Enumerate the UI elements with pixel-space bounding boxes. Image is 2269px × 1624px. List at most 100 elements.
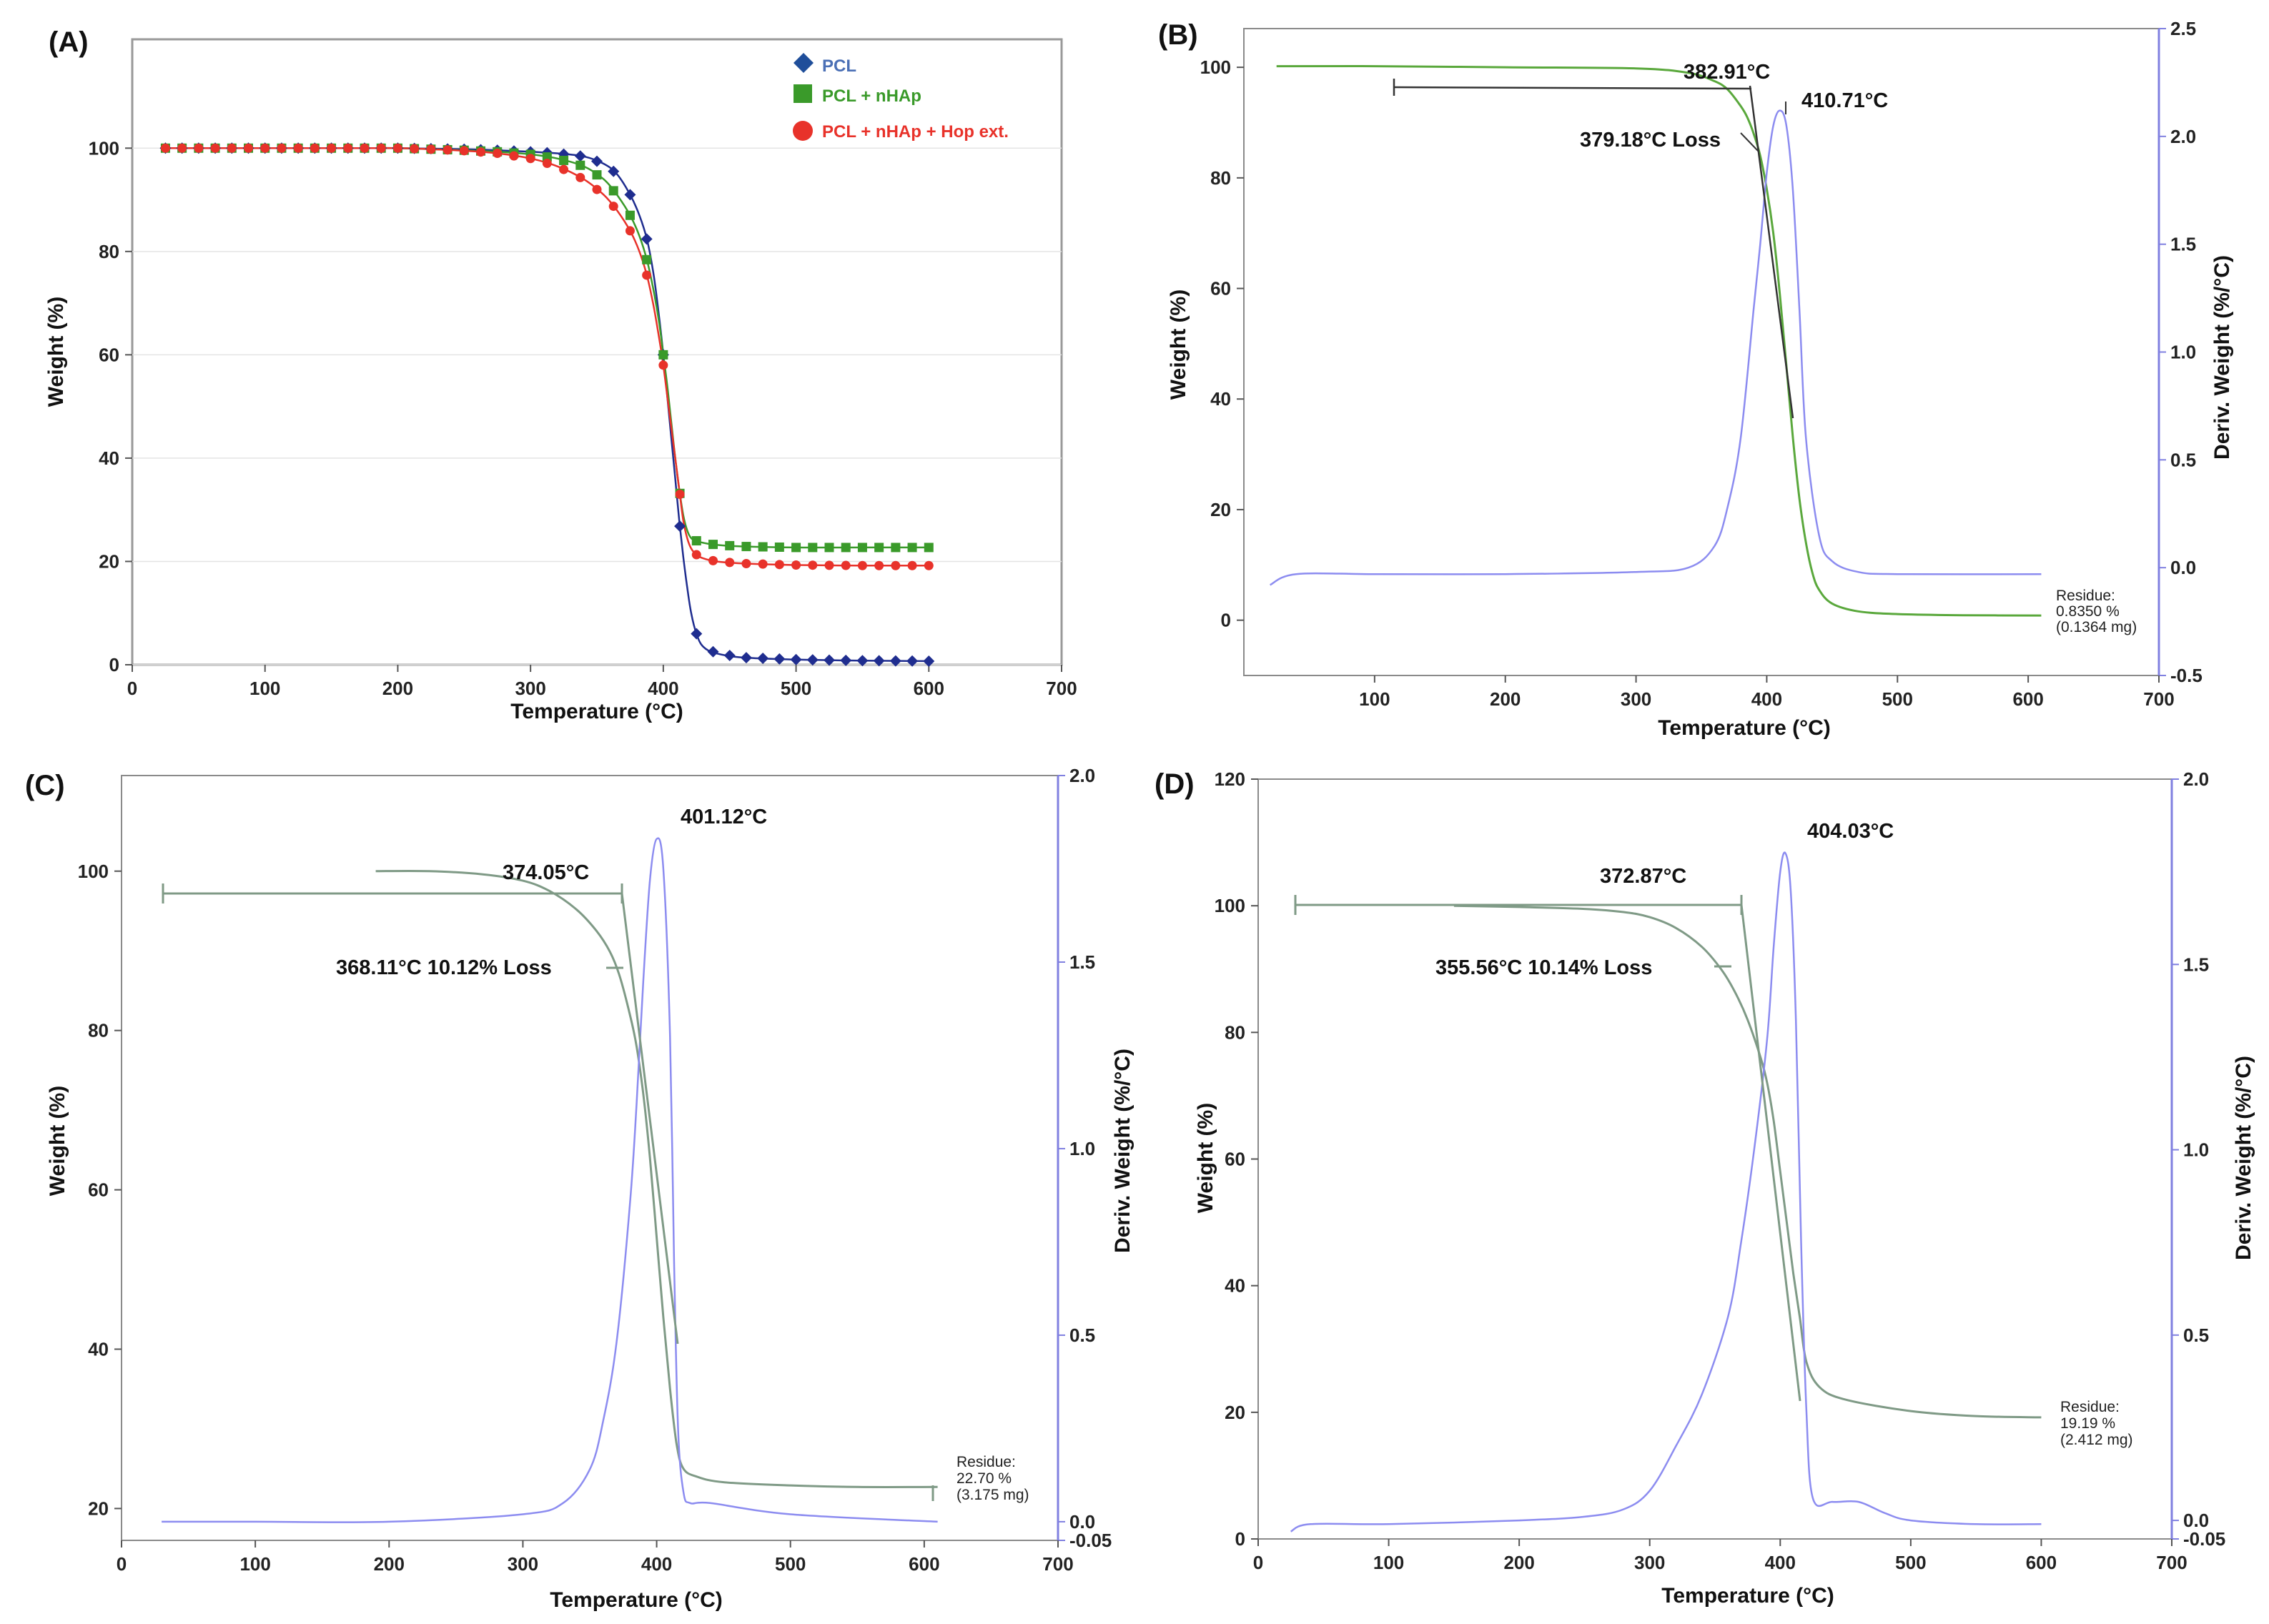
panel-c-onset-label: 374.05°C (503, 861, 589, 884)
panel-d-residue-percent: 19.19 % (2060, 1415, 2115, 1432)
panel-a-point-square (691, 536, 701, 546)
panel-a-point-circle (277, 143, 287, 153)
panel-a-point-square (608, 186, 618, 196)
panel-a-point-diamond (790, 653, 802, 665)
panel-c-y2-tick-label: 1.5 (1069, 951, 1095, 973)
panel-a-point-circle (509, 151, 519, 161)
panel-a-point-circle (791, 560, 801, 570)
panel-b-y2-tick-label: -0.5 (2170, 665, 2203, 686)
panel-a-point-square (791, 543, 801, 553)
panel-a-point-diamond (707, 645, 719, 658)
panel-b-y2-tick-label: 0.5 (2170, 449, 2196, 470)
panel-a-point-circle (675, 490, 685, 499)
panel-d-y2-tick-label: 1.0 (2183, 1139, 2209, 1161)
panel-a-point-circle (426, 144, 436, 154)
panel-a-point-circle (691, 550, 701, 560)
panel-a-point-circle (642, 270, 652, 280)
panel-b-x-axis-title: Temperature (°C) (1658, 716, 1830, 740)
panel-d-weight-line (1453, 904, 2042, 1419)
panel-c-annotations: 374.05°C 401.12°C 368.11°C 10.12% Loss R… (162, 806, 1029, 1503)
panel-d-x-tick-label: 200 (1503, 1552, 1534, 1573)
panel-b-x-tick-label: 300 (1621, 688, 1651, 710)
panel-c-loss-label: 368.11°C 10.12% Loss (336, 956, 552, 979)
panel-a-point-square (741, 542, 751, 552)
panel-b-peak-label: 410.71°C (1801, 89, 1888, 112)
panel-d-residue-mass: (2.412 mg) (2060, 1432, 2133, 1448)
panel-a-point-circle (443, 145, 453, 155)
panel-a-point-diamond (757, 652, 769, 664)
panel-b-y2-tick-label: 2.5 (2170, 18, 2196, 39)
panel-d-onset-label: 372.87°C (1600, 865, 1686, 888)
legend-pcl-label: PCL (822, 56, 856, 76)
panel-a-point-circle (177, 143, 187, 153)
panel-a-y-tick-label: 40 (99, 447, 119, 469)
panel-a-point-diamond (824, 654, 835, 666)
panel-a-point-circle (924, 560, 934, 570)
panel-a-point-diamond (624, 189, 636, 201)
panel-a-point-circle (658, 360, 668, 370)
panel-b-residue-mass: (0.1364 mg) (2056, 619, 2137, 635)
panel-a-point-circle (194, 143, 204, 153)
panel-c-y-tick-label: 100 (78, 861, 109, 882)
panel-b-x-tick-label: 100 (1359, 688, 1390, 710)
panel-c-x-tick-label: 0 (117, 1553, 127, 1575)
panel-c-y-tick-label: 20 (88, 1497, 109, 1519)
panel-a-point-square (708, 540, 718, 550)
legend-hop-label: PCL + nHAp + Hop ext. (822, 122, 1009, 142)
panel-a-series-line-2 (165, 147, 929, 549)
panel-c-residue-percent: 22.70 % (956, 1470, 1012, 1487)
panel-a-point-circle (891, 560, 901, 570)
panel-c-x-tick-label: 100 (239, 1553, 270, 1575)
panel-a-point-square (924, 543, 934, 553)
panel-a-point-circle (857, 560, 867, 570)
panel-a-legend: PCL PCL + nHAp PCL + nHAp + Hop ext. (793, 53, 1009, 142)
panel-a-point-circle (874, 560, 884, 570)
panel-a-point-diamond (773, 653, 786, 665)
panel-c-weight-line (375, 869, 938, 1488)
panel-d-deriv-weight-line (1290, 851, 2042, 1533)
panel-d-y-tick-label: 20 (1225, 1402, 1245, 1423)
panel-c-y2-tick-label: 2.0 (1069, 765, 1095, 786)
panel-a-point-circle (575, 172, 585, 182)
panel-c-onset-tangent (621, 893, 679, 1345)
panel-c-x-tick-label: 300 (508, 1553, 538, 1575)
panel-b-y-tick-label: 0 (1221, 610, 1231, 631)
panel-a-point-circle (227, 143, 237, 153)
panel-d-onset-tangent (1740, 904, 1801, 1402)
panel-a-point-circle (725, 558, 735, 568)
panel-a-point-square (824, 543, 834, 553)
panel-c-x-tick-label: 500 (775, 1553, 806, 1575)
panel-a-point-circle (293, 143, 303, 153)
panel-d-peak-label: 404.03°C (1807, 820, 1894, 843)
panel-c-x-axis-title: Temperature (°C) (550, 1588, 722, 1612)
panel-a-point-circle (824, 560, 834, 570)
panel-d-x-tick-label: 400 (1765, 1552, 1796, 1573)
panel-c-y-tick-label: 40 (88, 1339, 109, 1360)
panel-c-deriv-weight-line (162, 837, 938, 1523)
panel-d-y2-tick-label: 1.5 (2183, 954, 2209, 975)
panel-a-y-tick-label: 80 (99, 241, 119, 262)
panel-a-point-diamond (906, 655, 919, 667)
panel-c-label: (C) (25, 770, 65, 801)
panel-b-x-tick-label: 500 (1882, 688, 1913, 710)
panel-a-point-circle (244, 143, 253, 153)
panel-c-y-tick-label: 80 (88, 1020, 109, 1041)
panel-a-point-circle (907, 560, 917, 570)
panel-a-point-circle (392, 143, 402, 153)
panel-a-y-tick-label: 100 (89, 137, 119, 159)
panel-a-x-tick-label: 700 (1046, 678, 1077, 699)
panel-d-x-tick-label: 700 (2156, 1552, 2187, 1573)
panel-b-y2-tick-label: 1.5 (2170, 234, 2196, 255)
panel-b-y2-tick-label: 1.0 (2170, 342, 2196, 363)
panel-a-point-square (642, 254, 652, 264)
panel-a-point-diamond (923, 655, 935, 667)
panel-d-y2-tick-label: 0.5 (2183, 1325, 2209, 1346)
panel-b-x-tick-label: 400 (1751, 688, 1782, 710)
panel-a-series-line-1 (165, 147, 929, 663)
panel-a-point-diamond (691, 628, 703, 640)
panel-a-point-circle (459, 146, 469, 156)
panel-a-x-tick-label: 300 (515, 678, 545, 699)
